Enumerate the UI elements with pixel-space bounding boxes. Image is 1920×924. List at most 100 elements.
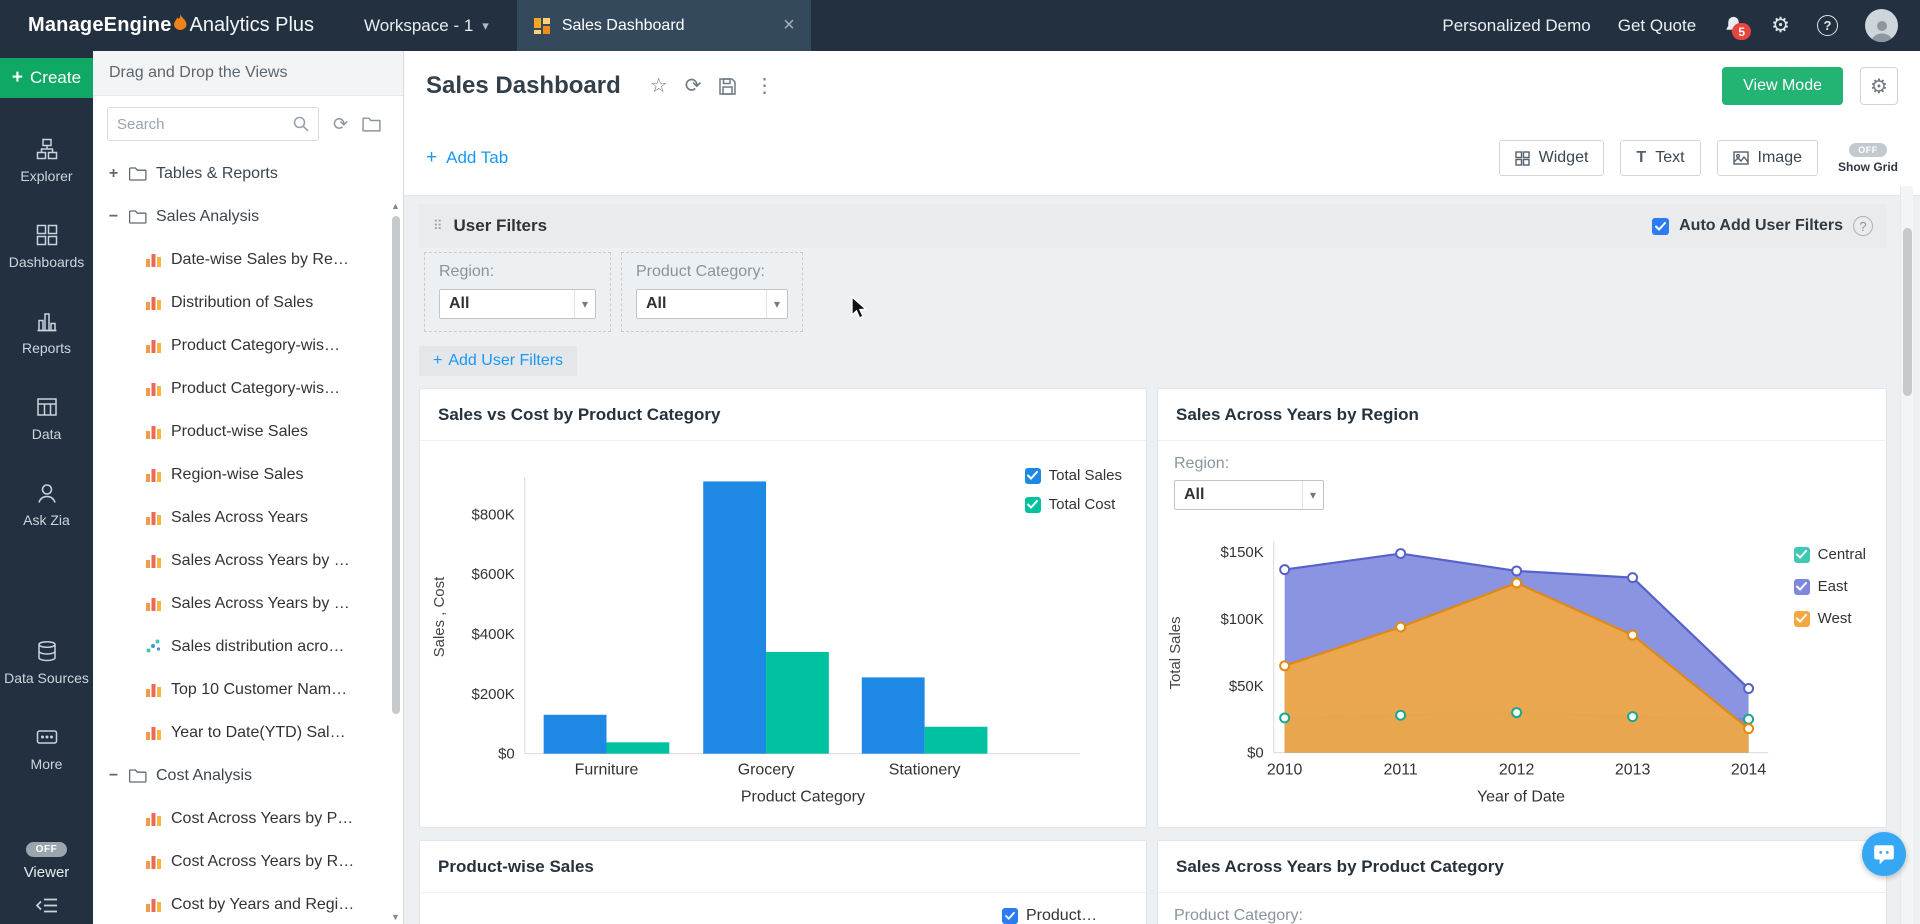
show-grid-off-pill[interactable]: OFF — [1849, 142, 1887, 157]
legend-checkbox[interactable] — [1793, 578, 1810, 595]
create-button[interactable]: + Create — [0, 58, 93, 98]
viewer-off-pill[interactable]: OFF — [25, 842, 68, 857]
legend-item[interactable]: Central — [1793, 546, 1866, 563]
legend-checkbox[interactable] — [1024, 467, 1041, 484]
search-input[interactable] — [117, 115, 287, 133]
scrollbar-thumb[interactable] — [391, 216, 400, 714]
tree-report[interactable]: Sales Across Years by … — [93, 582, 391, 625]
tree-item-label: Top 10 Customer Nam… — [171, 680, 348, 698]
tree-report[interactable]: Sales distribution acro… — [93, 625, 391, 668]
tree-item-label: Product-wise Sales — [171, 422, 308, 440]
legend-checkbox[interactable] — [1793, 610, 1810, 627]
personalized-demo-link[interactable]: Personalized Demo — [1442, 15, 1591, 35]
refresh-icon[interactable]: ⟳ — [684, 75, 702, 97]
legend-label: Total Cost — [1048, 496, 1116, 513]
rail-item-data-sources[interactable]: Data Sources — [0, 620, 93, 706]
tree-report[interactable]: Sales Across Years by … — [93, 539, 391, 582]
widget-button[interactable]: Widget — [1498, 140, 1605, 176]
notifications-button[interactable]: 5 — [1723, 15, 1752, 40]
tree-report[interactable]: Region-wise Sales — [93, 453, 391, 496]
more-icon — [36, 726, 58, 748]
help-icon[interactable]: ? — [1853, 216, 1873, 236]
favorite-star-icon[interactable]: ☆ — [649, 75, 668, 97]
tab-sales-dashboard[interactable]: Sales Dashboard × — [516, 0, 811, 51]
dashboard-settings-gear-icon[interactable]: ⚙ — [1860, 67, 1898, 105]
image-icon — [1732, 151, 1749, 165]
tree-report[interactable]: Cost Across Years by P… — [93, 797, 391, 840]
get-quote-link[interactable]: Get Quote — [1617, 15, 1697, 35]
tree-folder[interactable]: − Sales Analysis — [93, 195, 391, 238]
tree-folder[interactable]: − Cost Analysis — [93, 754, 391, 797]
dashboards-icon — [36, 224, 58, 246]
collapse-icon[interactable]: − — [108, 766, 119, 784]
bar-chart-icon — [145, 380, 162, 397]
scroll-down-icon[interactable]: ▼ — [391, 912, 400, 922]
more-options-kebab-icon[interactable]: ⋮ — [754, 75, 775, 97]
panel-scrollbar[interactable]: ▲ ▼ — [390, 201, 401, 922]
widget-label: Widget — [1538, 149, 1589, 166]
rail-item-explorer[interactable]: Explorer — [0, 118, 93, 204]
rail-item-ask-zia[interactable]: Ask Zia — [0, 462, 93, 548]
tree-report[interactable]: Cost Across Years by R… — [93, 840, 391, 883]
legend-item[interactable]: Total Cost — [1024, 496, 1122, 513]
card-region-select[interactable]: All ▾ — [1174, 480, 1324, 510]
collapse-icon[interactable]: − — [108, 207, 119, 225]
add-user-filters-button[interactable]: + Add User Filters — [419, 346, 578, 376]
tree-report[interactable]: Product Category-wis… — [93, 367, 391, 410]
close-icon[interactable]: × — [783, 14, 795, 36]
legend-checkbox[interactable] — [1024, 496, 1041, 513]
legend-checkbox[interactable] — [1793, 546, 1810, 563]
region-filter-select[interactable]: All ▾ — [439, 289, 596, 319]
rail-item-reports[interactable]: Reports — [0, 290, 93, 376]
dashboard-toolbar: Sales Dashboard ☆ ⟳ ⋮ View Mode ⚙ — [404, 51, 1920, 121]
search-icon[interactable] — [293, 116, 309, 132]
dashboard-tabs-row: + Add Tab Widget T Text Image OFF — [404, 121, 1920, 196]
help-icon[interactable]: ? — [1817, 15, 1838, 36]
gear-icon[interactable]: ⚙ — [1771, 14, 1790, 37]
tree-report[interactable]: Top 10 Customer Nam… — [93, 668, 391, 711]
svg-text:Stationery: Stationery — [889, 762, 961, 779]
rail-item-data[interactable]: Data — [0, 376, 93, 462]
show-grid-toggle[interactable]: OFF Show Grid — [1838, 142, 1898, 174]
legend-item[interactable]: Total Sales — [1024, 467, 1122, 484]
folder-view-icon[interactable] — [362, 116, 381, 132]
save-icon[interactable] — [718, 77, 737, 96]
legend-checkbox[interactable] — [1002, 908, 1018, 924]
rail-item-dashboards[interactable]: Dashboards — [0, 204, 93, 290]
scrollbar-thumb[interactable] — [1903, 228, 1912, 396]
add-tab-button[interactable]: + Add Tab — [426, 147, 508, 169]
tree-report[interactable]: Distribution of Sales — [93, 281, 391, 324]
workspace-selector[interactable]: Workspace - 1 ▾ — [336, 0, 517, 51]
card-sales-across-years-product-category: Sales Across Years by Product Category P… — [1157, 840, 1887, 924]
main-scrollbar[interactable] — [1900, 186, 1913, 924]
search-box[interactable] — [107, 107, 319, 141]
legend-item[interactable]: West — [1793, 610, 1866, 627]
viewer-toggle[interactable]: OFF Viewer — [24, 842, 69, 881]
drag-handle-icon[interactable]: ⠿ — [433, 218, 443, 233]
image-button[interactable]: Image — [1716, 140, 1818, 176]
tree-folder[interactable]: + Tables & Reports — [93, 152, 391, 195]
support-chat-button[interactable] — [1862, 832, 1906, 876]
tree-report[interactable]: Date-wise Sales by Re… — [93, 238, 391, 281]
explorer-icon — [36, 138, 58, 160]
legend-item[interactable]: East — [1793, 578, 1866, 595]
product-category-filter-select[interactable]: All ▾ — [636, 289, 788, 319]
refresh-views-icon[interactable]: ⟳ — [333, 114, 349, 134]
view-mode-button[interactable]: View Mode — [1722, 67, 1843, 105]
tree-report[interactable]: Sales Across Years — [93, 496, 391, 539]
text-button[interactable]: T Text — [1620, 140, 1701, 176]
scroll-up-icon[interactable]: ▲ — [391, 201, 400, 211]
brand-logo[interactable]: ManageEngine Analytics Plus — [0, 0, 336, 51]
rail-item-more[interactable]: More — [0, 706, 93, 792]
tree-report[interactable]: Product-wise Sales — [93, 410, 391, 453]
user-avatar[interactable] — [1865, 9, 1898, 42]
tree-report[interactable]: Product Category-wis… — [93, 324, 391, 367]
collapse-sidebar-icon[interactable] — [35, 897, 59, 914]
scatter-chart-icon — [145, 638, 162, 655]
tree-report[interactable]: Cost by Years and Regi… — [93, 883, 391, 924]
user-filters-title: User Filters — [453, 216, 548, 235]
tree-report[interactable]: Year to Date(YTD) Sal… — [93, 711, 391, 754]
expand-icon[interactable]: + — [108, 164, 119, 182]
plus-icon: + — [426, 147, 438, 168]
auto-add-user-filters-checkbox[interactable] — [1652, 217, 1670, 235]
